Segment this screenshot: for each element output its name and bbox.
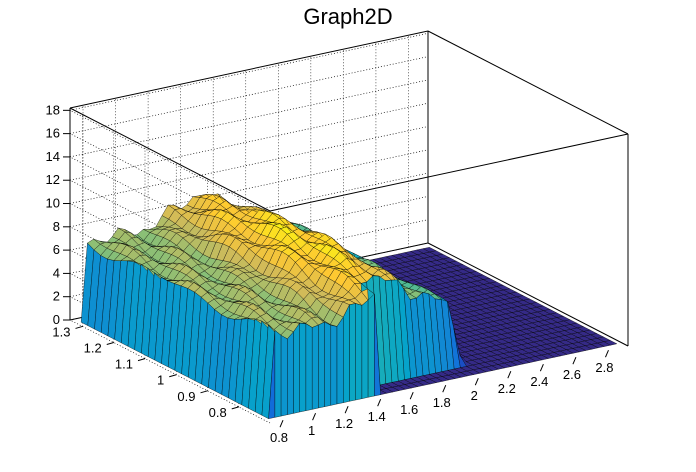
x-tick [377,399,382,407]
x-tick [344,406,349,414]
z-tick-label: 4 [53,265,60,280]
x-tick-label: 1.8 [433,395,451,410]
x-tick [572,357,577,365]
surface-wall [367,293,375,398]
surface-wall [318,321,325,409]
z-tick-label: 8 [53,219,60,234]
surface-wall [293,322,300,414]
y-tick [169,374,177,378]
surface-wall [305,323,313,411]
surface-wall [280,334,288,417]
x-tick [312,413,317,421]
x-tick [279,420,284,428]
x-tick-label: 1.2 [335,416,353,431]
x-tick-label: 1.4 [368,409,386,424]
x-tick-label: 0.8 [270,430,288,445]
y-tick-label: 1.1 [115,357,133,372]
x-tick [442,385,447,393]
surface-patch [603,340,618,346]
x-tick-label: 2.6 [563,367,581,382]
z-tick-label: 2 [53,289,60,304]
surface-wall [312,324,319,410]
y-tick-label: 1.3 [52,324,70,339]
x-tick-label: 2 [471,388,478,403]
z-tick-label: 0 [53,312,60,327]
surface-wall [287,331,294,415]
surface-wall [355,303,363,401]
y-tick [106,342,114,346]
z-tick-label: 6 [53,242,60,257]
surface-wall [374,293,381,397]
x-tick-label: 1 [308,423,315,438]
surface-wall [343,304,350,403]
grid-line [68,32,429,214]
y-tick [137,358,146,362]
x-tick-label: 2.4 [530,374,548,389]
surface-wall [349,303,356,402]
y-tick [231,406,239,410]
z-tick-label: 16 [46,126,60,141]
surface [80,193,618,419]
x-tick [539,364,544,372]
x-tick [474,378,479,386]
surface-wall [336,316,344,405]
surface-wall [274,330,282,418]
axis-frame [69,30,629,347]
frame-edge [427,242,629,347]
tick-marks [63,109,609,428]
x-tick [605,350,609,358]
chart-title: Graph2D [303,4,393,29]
surface-wall [330,325,338,406]
z-tick-label: 10 [46,196,60,211]
tick-labels: 0 2 4 6 8 10 12 14 16 18 0.8 1 1.2 1.4 1.6 1.8 2 2.2 2.4 2.… [46,102,614,445]
y-tick-label: 1.2 [84,341,102,356]
y-tick-label: 1 [157,373,164,388]
z-tick-label: 14 [46,149,60,164]
frame-edge [427,30,629,135]
x-tick [507,371,512,379]
frame-edge [269,133,629,212]
y-tick [200,390,208,394]
y-tick [75,325,83,329]
frame-edge [69,107,271,212]
y-tick-label: 0.9 [177,389,195,404]
z-tick-label: 12 [46,172,60,187]
surface-wall [361,299,369,399]
frame-edge [69,30,429,109]
z-tick-label: 18 [46,102,60,117]
surface-wall [299,322,307,413]
x-tick [409,392,414,400]
x-tick-label: 2.2 [498,381,516,396]
y-tick-label: 0.8 [209,405,227,420]
surface-wall [324,321,331,407]
x-tick-label: 2.8 [595,360,613,375]
x-tick-label: 1.6 [400,402,418,417]
